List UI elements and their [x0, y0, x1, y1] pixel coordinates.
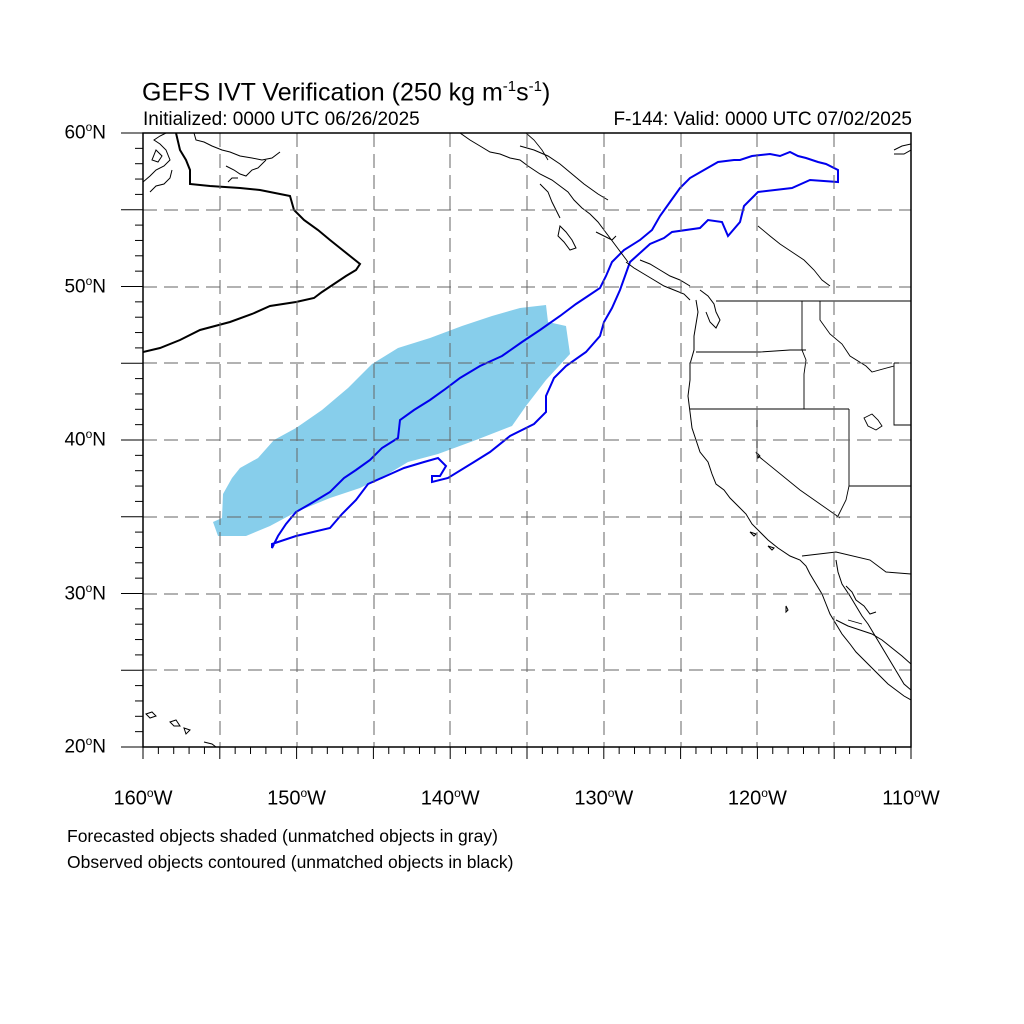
map-title: GEFS IVT Verification (250 kg m-1s-1)	[142, 78, 551, 107]
coastlines	[143, 133, 911, 747]
lon-label: 150oW	[267, 786, 327, 810]
lat-label: 30oN	[64, 580, 106, 604]
forecast-note: Forecasted objects shaded (unmatched obj…	[67, 826, 498, 846]
lon-label: 130oW	[574, 786, 634, 810]
observed-note: Observed objects contoured (unmatched ob…	[67, 852, 514, 872]
lat-label: 20oN	[64, 734, 106, 758]
valid-time: F-144: Valid: 0000 UTC 07/02/2025	[613, 109, 912, 130]
lat-label: 60oN	[64, 120, 106, 144]
initialized-time: Initialized: 0000 UTC 06/26/2025	[143, 109, 420, 130]
observed-unmatched-contour	[143, 133, 362, 353]
lat-label: 50oN	[64, 273, 106, 297]
lon-label: 110oW	[882, 786, 940, 810]
lon-label: 140oW	[420, 786, 480, 810]
gridlines	[143, 133, 911, 747]
state-boundaries	[525, 133, 911, 625]
axis-ticks	[121, 132, 912, 759]
lon-label: 160oW	[113, 786, 173, 810]
lat-label: 40oN	[64, 427, 106, 451]
observed-object-contour	[271, 150, 839, 549]
lon-label: 120oW	[727, 786, 787, 810]
forecast-object-shaded	[213, 305, 570, 536]
